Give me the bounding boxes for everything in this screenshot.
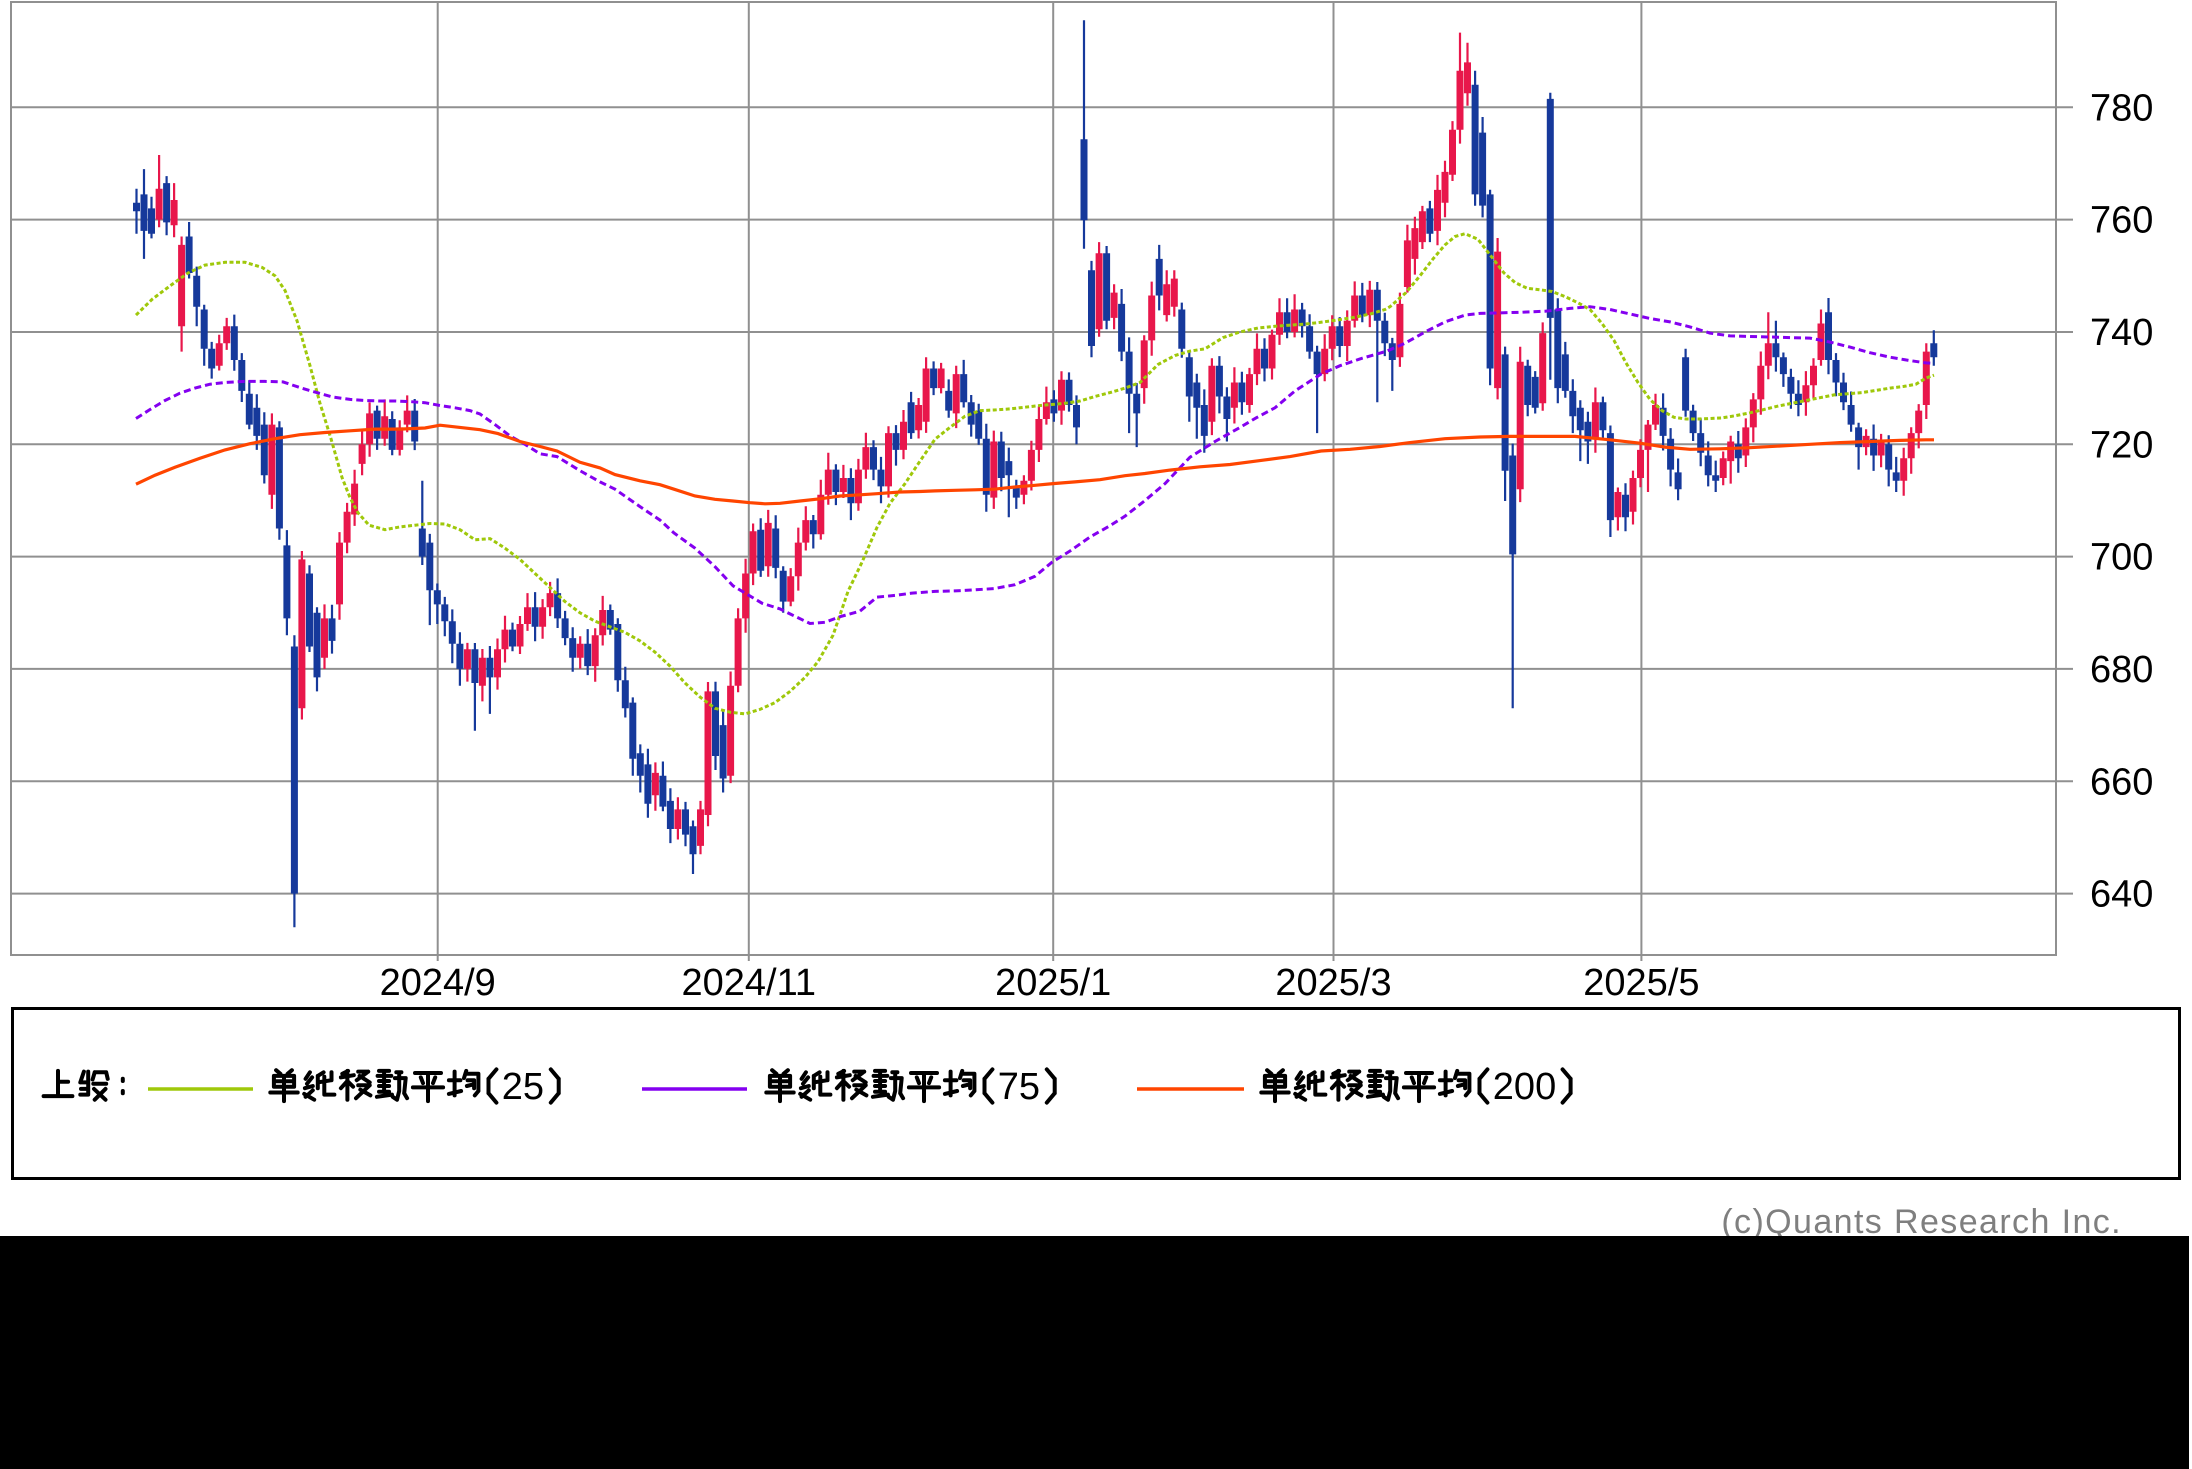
svg-text:25: 25	[502, 1066, 544, 1108]
svg-text:2024/11: 2024/11	[682, 962, 817, 1004]
svg-text:780: 780	[2090, 87, 2153, 129]
svg-text:200: 200	[1493, 1066, 1556, 1108]
svg-text:740: 740	[2090, 312, 2153, 354]
svg-text:2024/9: 2024/9	[380, 962, 496, 1004]
svg-text:760: 760	[2090, 200, 2153, 242]
svg-text:2025/3: 2025/3	[1275, 962, 1391, 1004]
svg-text:2025/5: 2025/5	[1583, 962, 1699, 1004]
svg-text:680: 680	[2090, 649, 2153, 691]
svg-text:660: 660	[2090, 761, 2153, 803]
svg-text:2025/1: 2025/1	[995, 962, 1111, 1004]
svg-text:700: 700	[2090, 537, 2153, 579]
svg-text:640: 640	[2090, 874, 2153, 916]
svg-text:75: 75	[998, 1066, 1040, 1108]
svg-text:(c)Quants Research Inc.: (c)Quants Research Inc.	[1721, 1203, 2122, 1241]
svg-text:720: 720	[2090, 424, 2153, 466]
